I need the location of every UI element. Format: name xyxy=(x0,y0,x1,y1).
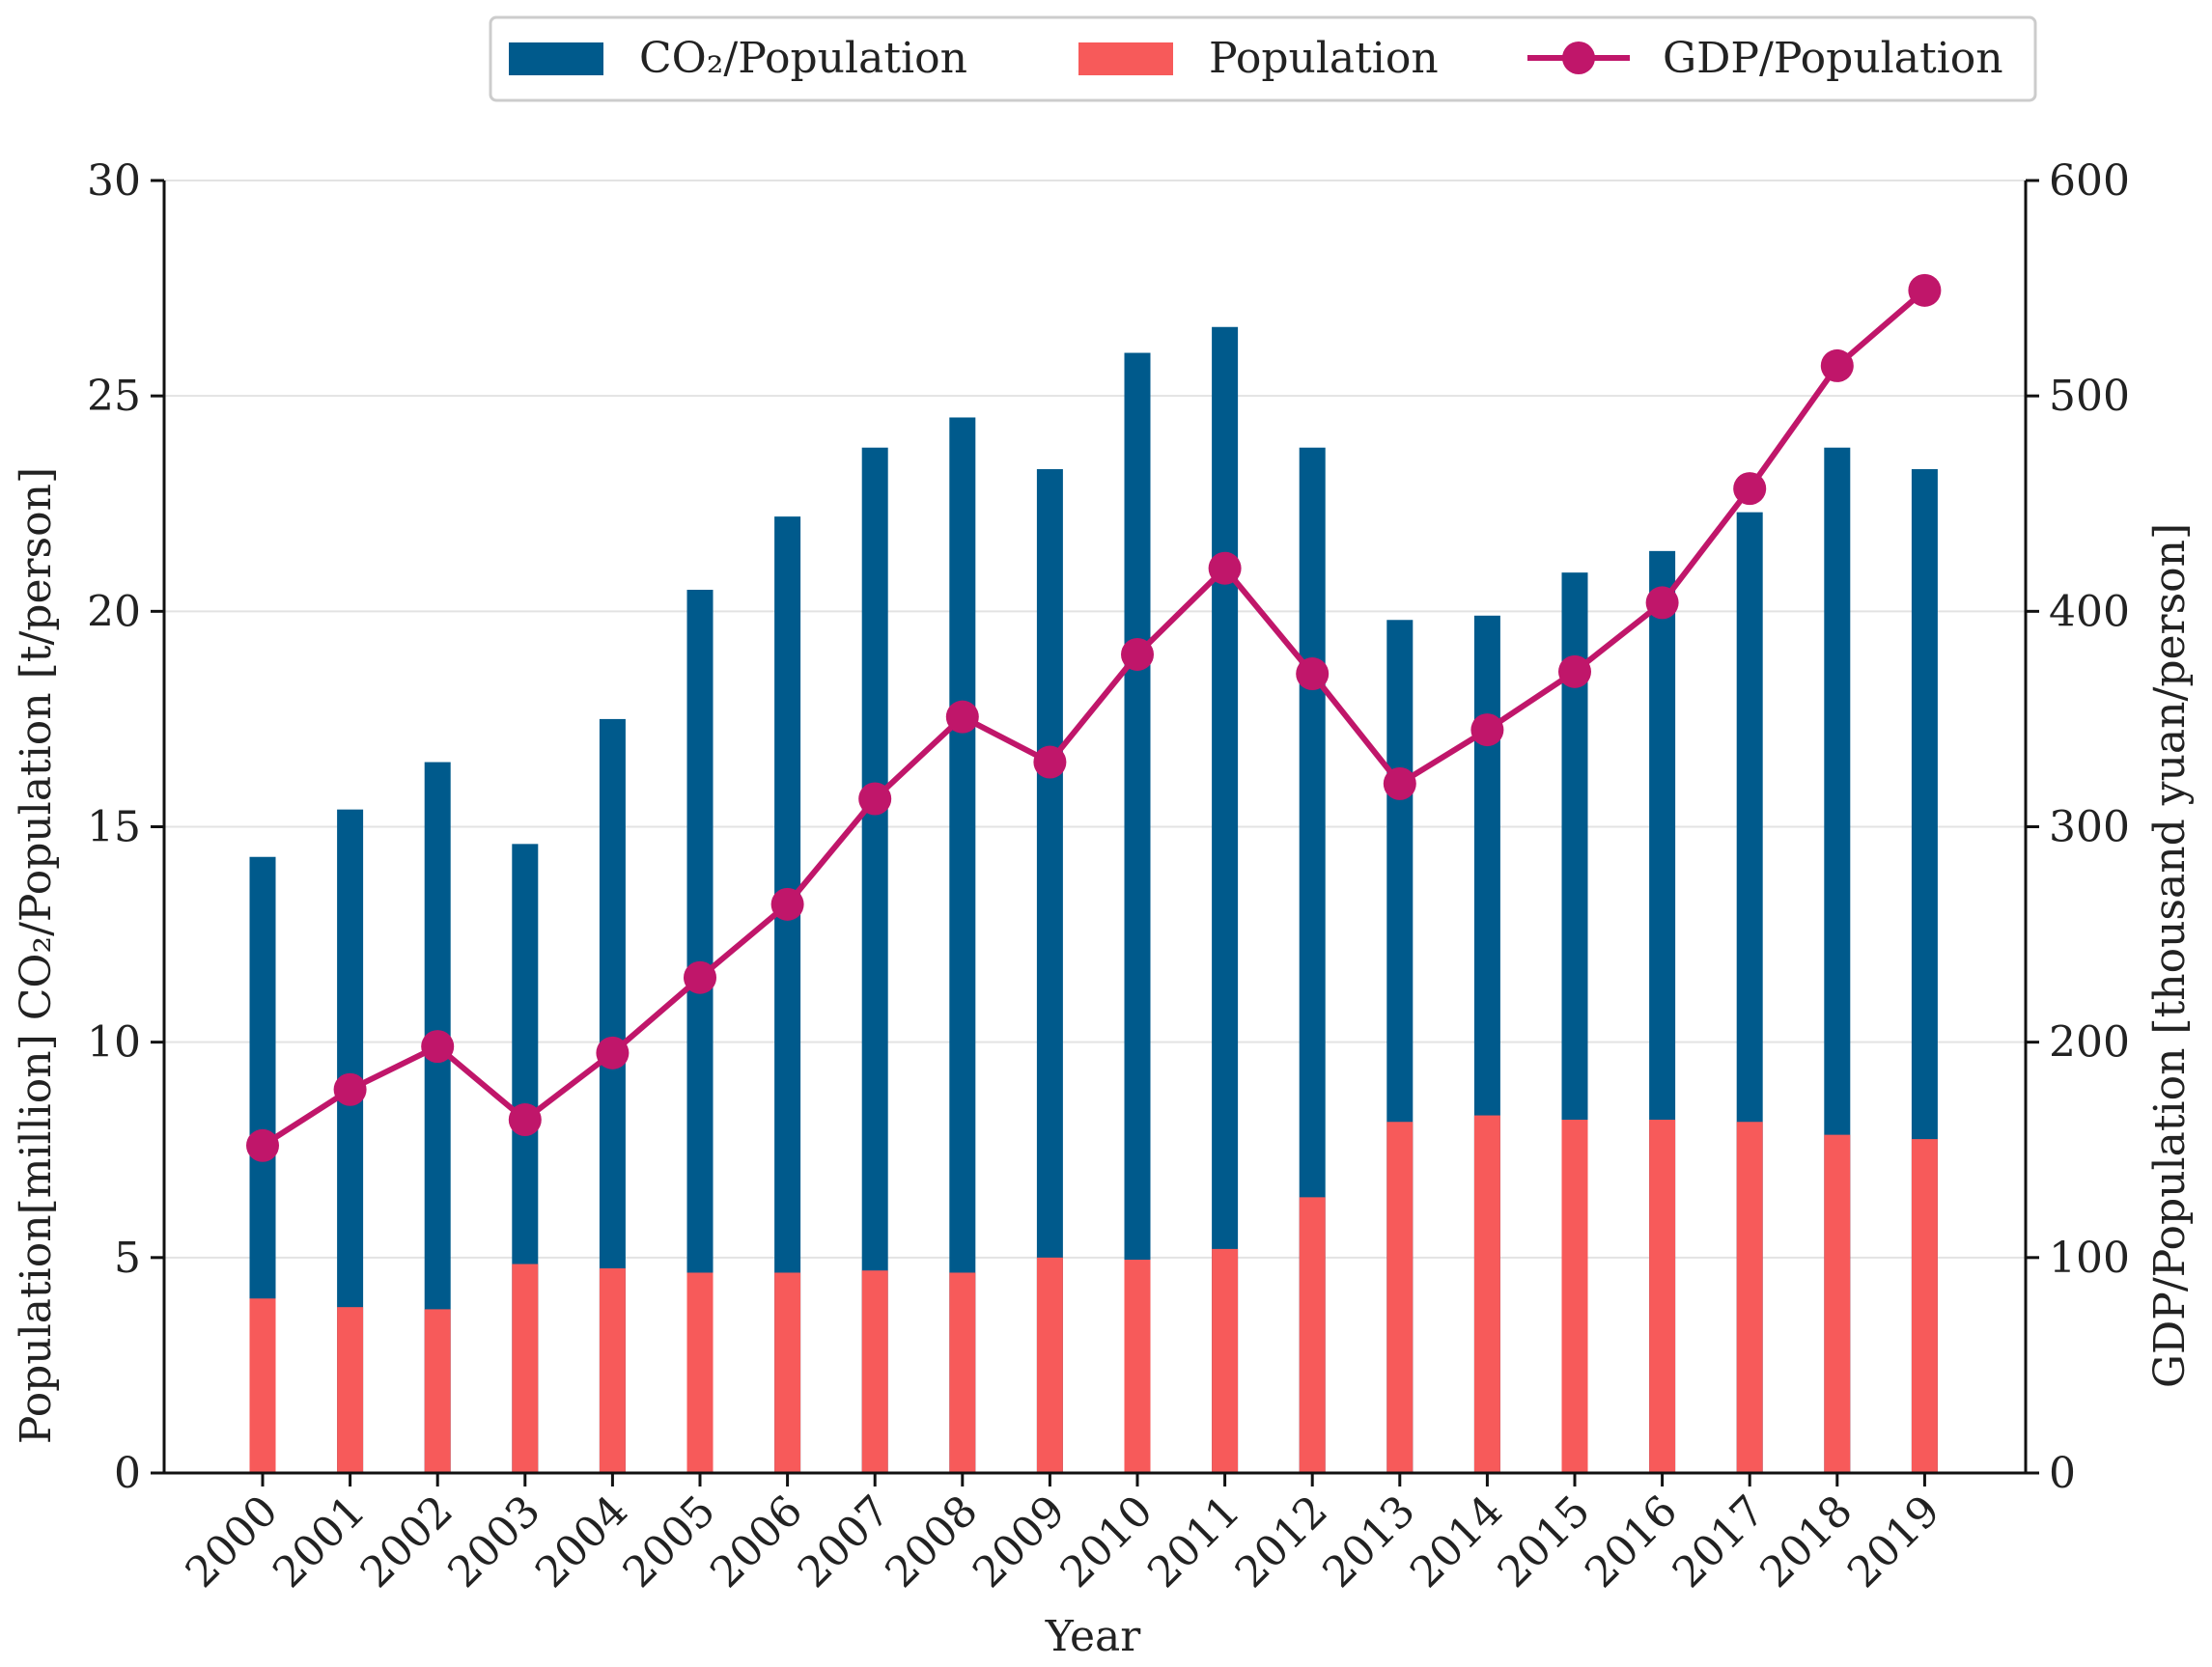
left-axis-ticks: 0 5 10 15 20 25 30 xyxy=(87,156,164,1498)
right-tick-label: 300 xyxy=(2049,803,2130,852)
population-bar xyxy=(1824,1134,1851,1473)
gridlines xyxy=(164,180,2026,1474)
population-bar xyxy=(1124,1260,1151,1473)
gdp-population-point xyxy=(1383,766,1416,800)
gdp-population-point xyxy=(1296,657,1330,691)
gdp-population-point xyxy=(508,1103,542,1137)
gdp-population-point xyxy=(770,887,804,921)
population-bar xyxy=(686,1272,714,1473)
gdp-population-point xyxy=(1645,586,1679,620)
legend-label-co2-population: CO₂/Population xyxy=(639,34,967,83)
gdp-population-point xyxy=(1470,713,1504,747)
left-tick-label: 15 xyxy=(87,803,141,852)
population-bar xyxy=(1212,1248,1239,1473)
population-bar xyxy=(1736,1122,1763,1473)
gdp-population-point xyxy=(684,960,716,994)
right-tick-label: 200 xyxy=(2049,1018,2130,1068)
left-tick-label: 30 xyxy=(87,156,141,206)
right-tick-label: 0 xyxy=(2049,1449,2076,1498)
population-bars xyxy=(249,1115,1938,1473)
population-bar xyxy=(424,1309,451,1473)
left-tick-label: 0 xyxy=(114,1449,141,1498)
population-bar xyxy=(949,1272,976,1473)
x-axis-title: Year xyxy=(1045,1612,1141,1661)
population-bar xyxy=(599,1267,626,1473)
gdp-population-point xyxy=(858,782,892,816)
gdp-population-point xyxy=(1908,273,1942,307)
legend-swatch-co2-population xyxy=(509,42,603,75)
left-axis-title: Population[million] CO₂/Population [t/pe… xyxy=(12,467,61,1444)
population-bar xyxy=(861,1270,888,1473)
right-tick-label: 600 xyxy=(2049,156,2130,206)
population-bar xyxy=(1561,1120,1588,1473)
gdp-population-polyline xyxy=(261,288,1927,1149)
right-axis-title: GDP/Population [thousand yuan/person] xyxy=(2145,523,2195,1388)
left-tick-label: 20 xyxy=(87,587,141,636)
population-bar xyxy=(774,1272,801,1473)
population-bar xyxy=(512,1264,539,1473)
population-bar xyxy=(1649,1120,1676,1473)
gdp-population-point xyxy=(421,1030,455,1064)
population-bar xyxy=(1299,1197,1326,1473)
population-bar xyxy=(1036,1257,1063,1473)
population-bar xyxy=(1911,1139,1938,1473)
legend-swatch-population xyxy=(1078,42,1173,75)
population-bar xyxy=(1473,1115,1500,1473)
gdp-population-point xyxy=(1033,745,1067,779)
gdp-population-point xyxy=(333,1072,367,1106)
gdp-population-point xyxy=(1121,637,1154,671)
legend-swatch-gdp-marker xyxy=(1562,42,1595,74)
left-tick-label: 10 xyxy=(87,1018,141,1068)
right-tick-label: 500 xyxy=(2049,372,2130,421)
gdp-population-point xyxy=(1558,654,1591,688)
legend: CO₂/Population Population GDP/Population xyxy=(489,15,2037,102)
left-tick-label: 25 xyxy=(87,372,141,421)
right-tick-label: 400 xyxy=(2049,587,2130,636)
legend-label-population: Population xyxy=(1209,34,1439,83)
gdp-population-point xyxy=(1733,472,1767,506)
population-bar xyxy=(337,1307,364,1473)
gdp-population-point xyxy=(246,1128,279,1162)
population-bar xyxy=(1386,1122,1414,1473)
gdp-population-line xyxy=(246,273,1942,1162)
right-tick-label: 100 xyxy=(2049,1234,2130,1283)
population-bar xyxy=(249,1298,276,1473)
legend-label-gdp-population: GDP/Population xyxy=(1663,34,2003,83)
legend-frame xyxy=(489,15,2037,102)
right-axis-ticks: 0 100 200 300 400 500 600 xyxy=(2026,156,2130,1498)
gdp-population-point xyxy=(945,700,979,734)
left-tick-label: 5 xyxy=(114,1234,141,1283)
gdp-population-point xyxy=(1208,551,1242,585)
gdp-population-point xyxy=(1820,348,1854,382)
gdp-population-point xyxy=(596,1036,630,1070)
